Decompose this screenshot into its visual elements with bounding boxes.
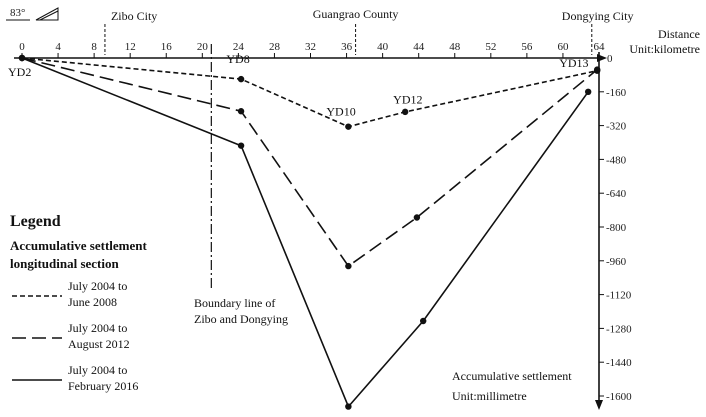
data-point xyxy=(18,54,26,62)
point-label: YD12 xyxy=(393,92,422,106)
data-point xyxy=(413,214,421,221)
legend-entry-label: July 2004 to xyxy=(68,279,127,293)
x-tick-label: 48 xyxy=(449,41,461,53)
x-tick-label: 64 xyxy=(594,41,606,53)
legend-subtitle: Accumulative settlement xyxy=(10,238,147,253)
point-label: YD10 xyxy=(326,105,355,119)
legend-entry-label: August 2012 xyxy=(68,337,130,351)
x-tick-label: 56 xyxy=(521,41,533,53)
x-tick-label: 0 xyxy=(19,41,25,53)
x-tick-label: 52 xyxy=(485,41,496,53)
orientation-triangle-icon xyxy=(35,7,59,21)
annotations: YD2 YD8 YD10 YD12 YD13 xyxy=(8,52,589,119)
series-line-solid xyxy=(21,57,589,409)
series-lines xyxy=(18,54,601,410)
x-tick-label: 12 xyxy=(125,41,136,53)
data-point xyxy=(237,108,245,115)
legend-entry-label: July 2004 to xyxy=(68,321,127,335)
data-point xyxy=(345,123,352,130)
y-tick-label: -800 xyxy=(606,222,627,234)
point-label: YD13 xyxy=(559,56,588,70)
data-point xyxy=(237,142,245,149)
x-tick-label: 8 xyxy=(91,41,97,53)
x-axis-label: Unit:kilometre xyxy=(629,42,700,56)
legend-entry-label: February 2016 xyxy=(68,379,138,393)
y-tick-label: -1440 xyxy=(606,357,632,369)
y-tick-label: -640 xyxy=(606,188,627,200)
data-point xyxy=(593,66,601,73)
orientation-badge: 83° xyxy=(10,7,25,19)
y-tick-label: -1120 xyxy=(606,290,632,302)
y-axis-label: Accumulative settlement xyxy=(452,369,572,383)
boundary-label: Zibo and Dongying xyxy=(194,312,288,326)
y-tick-label: -480 xyxy=(606,154,627,166)
x-tick-label: 4 xyxy=(55,41,61,53)
x-axis-label: Distance xyxy=(658,27,700,41)
x-tick-label: 60 xyxy=(557,41,569,53)
data-point xyxy=(401,108,409,116)
point-label: YD2 xyxy=(8,65,31,79)
data-point xyxy=(237,75,245,83)
place-label: Zibo City xyxy=(111,9,157,23)
data-point xyxy=(419,317,427,325)
data-point xyxy=(584,88,592,96)
x-tick-label: 28 xyxy=(269,41,281,53)
x-tick-label: 24 xyxy=(233,41,245,53)
axes: 0 4 8 12 16 20 24 28 32 36 40 44 48 52 56 60 64DistanceU… xyxy=(6,7,700,410)
y-tick-label: -960 xyxy=(606,256,627,268)
y-axis-label: Unit:millimetre xyxy=(452,389,527,403)
orientation-hatch xyxy=(39,10,59,21)
x-tick-label: 20 xyxy=(197,41,209,53)
legend-title: Legend xyxy=(10,213,61,230)
x-tick-label: 40 xyxy=(377,41,389,53)
boundary-label: Boundary line of xyxy=(194,296,275,310)
legend-entry-label: July 2004 to xyxy=(68,363,127,377)
y-tick-label: -320 xyxy=(606,121,627,133)
legend-subtitle: longitudinal section xyxy=(10,256,119,271)
y-tick-label: -1600 xyxy=(606,391,632,403)
y-tick-label: -160 xyxy=(606,87,627,99)
data-point xyxy=(345,262,352,270)
point-label: YD8 xyxy=(226,52,249,66)
legend: Legend Accumulative settlement longitudina… xyxy=(10,213,147,393)
x-tick-label: 16 xyxy=(161,41,173,53)
x-tick-label: 36 xyxy=(341,41,353,53)
x-tick-label: 44 xyxy=(413,41,425,53)
x-tick-label: 32 xyxy=(305,41,316,53)
y-axis-arrow xyxy=(595,400,603,410)
legend-entry-label: June 2008 xyxy=(68,295,117,309)
y-tick-label: -1280 xyxy=(606,323,632,335)
data-point xyxy=(345,403,352,410)
y-tick-label: 0 xyxy=(607,53,613,65)
place-label: Guangrao County xyxy=(313,7,399,21)
place-label: Dongying City xyxy=(562,9,634,23)
